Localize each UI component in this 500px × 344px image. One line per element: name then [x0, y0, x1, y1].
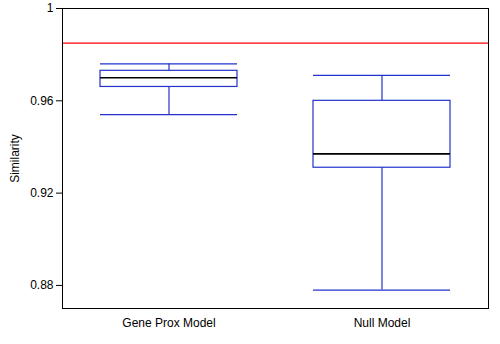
svg-text:Null Model: Null Model [354, 316, 411, 330]
svg-text:Gene Prox Model: Gene Prox Model [122, 316, 215, 330]
svg-text:0.88: 0.88 [30, 278, 54, 292]
svg-text:0.96: 0.96 [30, 94, 54, 108]
svg-text:0.92: 0.92 [30, 186, 54, 200]
svg-text:1: 1 [47, 1, 54, 15]
svg-text:Similarity: Similarity [8, 134, 22, 183]
